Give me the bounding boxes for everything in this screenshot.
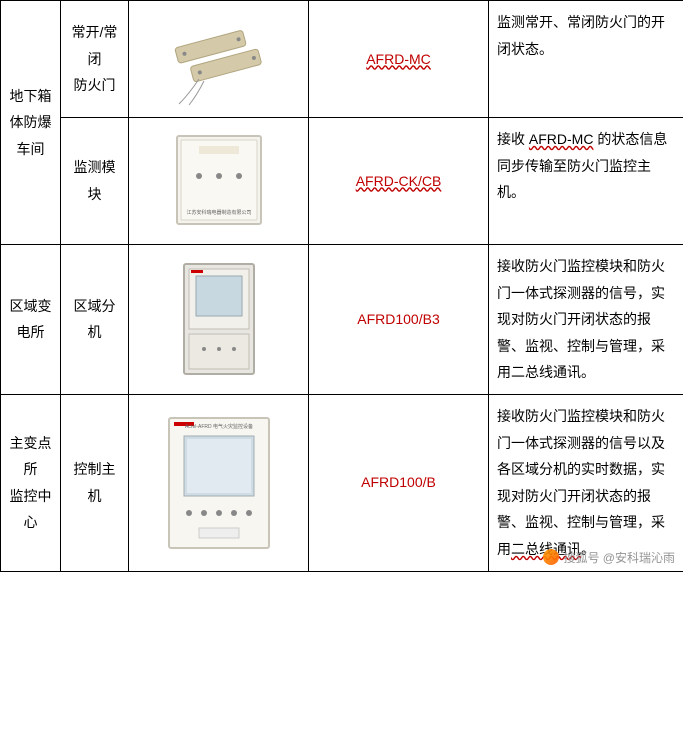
cell-image: 江苏安科瑞电器制造有限公司 xyxy=(129,118,309,245)
table-row: 监测模 块 江苏安科瑞电器制造有限公司 AFRD-CK/CB 接收 AFRD-M xyxy=(1,118,683,245)
desc-text: 接收防火门监控模块和防火门一体式探测器的信号，实现对防火门开闭状态的报警、监视、… xyxy=(497,258,665,380)
desc-text: 监测常开、常闭防火门的开闭状态。 xyxy=(497,14,665,57)
cell-type: 监测模 块 xyxy=(61,118,129,245)
location-text: 区域变电所 xyxy=(10,298,52,341)
cell-desc: 监测常开、常闭防火门的开闭状态。 xyxy=(489,1,683,118)
location-line: 监控中 xyxy=(10,488,52,504)
cell-image: Acrel-AFRD 电气火灾监控设备 xyxy=(129,394,309,571)
cell-model: AFRD100/B3 xyxy=(309,245,489,395)
cell-desc: 接收 AFRD-MC 的状态信息同步传输至防火门监控主机。 xyxy=(489,118,683,245)
location-line: 心 xyxy=(24,514,38,530)
mainhost-icon: Acrel-AFRD 电气火灾监控设备 xyxy=(149,408,289,558)
module-icon: 江苏安科瑞电器制造有限公司 xyxy=(159,126,279,236)
desc-prefix: 接收 xyxy=(497,131,529,147)
location-line: 主变点 xyxy=(10,435,52,451)
sohu-logo-icon xyxy=(543,549,559,565)
cell-location: 地下箱体防爆车间 xyxy=(1,1,61,245)
type-line: 控制主 xyxy=(74,461,116,477)
svg-text:Acrel-AFRD 电气火灾监控设备: Acrel-AFRD 电气火灾监控设备 xyxy=(184,423,252,430)
desc-highlight: AFRD-MC xyxy=(529,131,594,147)
cell-model: AFRD-CK/CB xyxy=(309,118,489,245)
type-line: 闭 xyxy=(88,51,102,67)
table-row: 地下箱体防爆车间 常开/常 闭 防火门 xyxy=(1,1,683,118)
model-text: AFRD-MC xyxy=(366,51,431,67)
cell-desc: 接收防火门监控模块和防火门一体式探测器的信号以及各区域分机的实时数据，实现对防火… xyxy=(489,394,683,571)
product-table: 地下箱体防爆车间 常开/常 闭 防火门 xyxy=(0,0,683,572)
cell-model: AFRD100/B xyxy=(309,394,489,571)
table-row: 区域变电所 区域分 机 AFRD100/B3 xyxy=(1,245,683,395)
cell-type: 控制主 机 xyxy=(61,394,129,571)
table-row: 主变点 所 监控中 心 控制主 机 Acrel-AFRD 电气火灾监控设备 xyxy=(1,394,683,571)
product-table-wrapper: 地下箱体防爆车间 常开/常 闭 防火门 xyxy=(0,0,683,572)
location-text: 地下箱体防爆车间 xyxy=(10,88,52,157)
cell-image xyxy=(129,245,309,395)
cell-type: 常开/常 闭 防火门 xyxy=(61,1,129,118)
cell-location: 区域变电所 xyxy=(1,245,61,395)
type-line: 机 xyxy=(88,488,102,504)
type-line: 监测模 xyxy=(74,159,116,175)
type-line: 机 xyxy=(88,324,102,340)
desc-text: 接收防火门监控模块和防火门一体式探测器的信号以及各区域分机的实时数据，实现对防火… xyxy=(497,408,665,557)
cell-desc: 接收防火门监控模块和防火门一体式探测器的信号，实现对防火门开闭状态的报警、监视、… xyxy=(489,245,683,395)
watermark: 搜狐号 @安科瑞沁雨 xyxy=(543,549,675,566)
submonitor-icon xyxy=(159,254,279,384)
type-line: 块 xyxy=(88,186,102,202)
model-text: AFRD100/B xyxy=(361,474,436,490)
svg-text:江苏安科瑞电器制造有限公司: 江苏安科瑞电器制造有限公司 xyxy=(186,209,251,216)
watermark-text: 搜狐号 @安科瑞沁雨 xyxy=(563,549,675,566)
cell-model: AFRD-MC xyxy=(309,1,489,118)
location-line: 所 xyxy=(24,461,38,477)
type-line: 防火门 xyxy=(74,77,116,93)
cell-location: 主变点 所 监控中 心 xyxy=(1,394,61,571)
sensor-icon xyxy=(149,9,289,109)
model-text: AFRD-CK/CB xyxy=(356,173,442,189)
cell-image xyxy=(129,1,309,118)
cell-type: 区域分 机 xyxy=(61,245,129,395)
type-line: 常开/常 xyxy=(72,24,118,40)
type-line: 区域分 xyxy=(74,298,116,314)
model-text: AFRD100/B3 xyxy=(357,311,439,327)
